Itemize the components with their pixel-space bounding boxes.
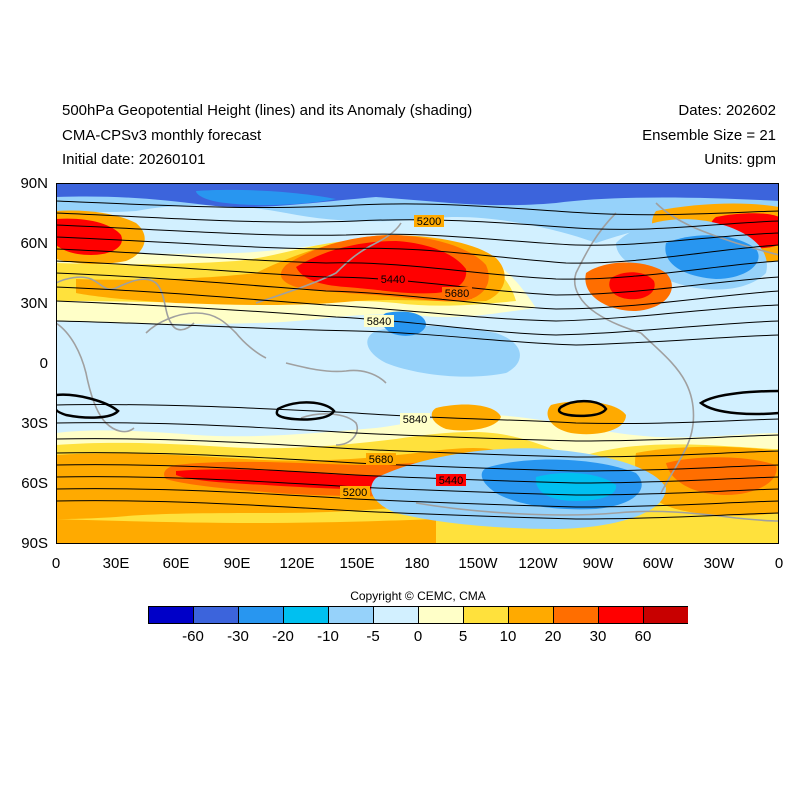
svg-text:5200: 5200: [417, 216, 441, 228]
contour-label-5200-south: 5200: [340, 486, 370, 499]
colorbar-cell: [508, 606, 554, 624]
colorbar-label: 20: [544, 628, 562, 645]
lon-label-150e: 150E: [339, 555, 375, 572]
lon-label-0-east: 0: [774, 555, 784, 572]
model-name: CMA-CPSv3 monthly forecast: [62, 127, 262, 144]
svg-text:5840: 5840: [367, 316, 391, 328]
colorbar-label: 30: [589, 628, 607, 645]
lon-label-150w: 150W: [458, 555, 498, 572]
lon-label-30e: 30E: [102, 555, 130, 572]
lon-label-120w: 120W: [518, 555, 558, 572]
colorbar-label: -60: [182, 628, 204, 645]
ensemble-size: Ensemble Size = 21: [642, 127, 776, 144]
lon-label-30w: 30W: [703, 555, 735, 572]
lon-label-90w: 90W: [582, 555, 614, 572]
contour-label-5200-north: 5200: [414, 215, 444, 228]
anomaly-antarctic-positive: [56, 519, 436, 544]
colorbar-cell: [328, 606, 374, 624]
map-title: 500hPa Geopotential Height (lines) and i…: [62, 102, 473, 119]
colorbar-cell: [193, 606, 239, 624]
lat-label-90s: 90S: [21, 535, 48, 552]
contour-label-5440-south: 5440: [436, 474, 466, 487]
lon-label-180: 180: [404, 555, 430, 572]
anomaly-pacific-high-core: [296, 241, 467, 294]
svg-text:5200: 5200: [343, 487, 367, 499]
svg-text:5680: 5680: [445, 288, 469, 300]
colorbar-cell: [418, 606, 464, 624]
lon-label-90e: 90E: [223, 555, 251, 572]
colorbar-label: 10: [499, 628, 517, 645]
lon-label-60w: 60W: [642, 555, 674, 572]
contour-label-5440-north: 5440: [378, 273, 408, 286]
units: Units: gpm: [704, 151, 776, 168]
lat-label-60n: 60N: [20, 235, 48, 252]
anomaly-south-atlantic-30: [666, 457, 777, 495]
svg-text:5440: 5440: [381, 274, 405, 286]
lat-label-30s: 30S: [21, 415, 48, 432]
anomaly-map: 5200 5440 5680 5840 5840 5680: [56, 183, 779, 544]
lon-label-0: 0: [51, 555, 61, 572]
anomaly-central-pacific-positive: [431, 404, 501, 431]
colorbar-cell: [148, 606, 194, 624]
contour-label-5840-north: 5840: [364, 315, 394, 328]
lat-label-30n: 30N: [20, 295, 48, 312]
lon-label-60e: 60E: [162, 555, 190, 572]
colorbar-cell: [553, 606, 599, 624]
coastlines: [56, 202, 779, 522]
svg-text:5440: 5440: [439, 475, 463, 487]
contour-label-5840-south: 5840: [400, 413, 430, 426]
colorbar-label: -30: [227, 628, 249, 645]
colorbar-label: -10: [317, 628, 339, 645]
colorbar-cell: [463, 606, 509, 624]
colorbar-cell: [373, 606, 419, 624]
colorbar-cell: [238, 606, 284, 624]
contour-label-5680-north: 5680: [442, 287, 472, 300]
anomaly-namerica-negative-core: [665, 235, 759, 279]
colorbar-label: -5: [366, 628, 380, 645]
forecast-dates: Dates: 202602: [678, 102, 776, 119]
initial-date: Initial date: 20260101: [62, 151, 206, 168]
lat-label-eq: 0: [39, 355, 48, 372]
colorbar-cell: [283, 606, 329, 624]
svg-text:5840: 5840: [403, 414, 427, 426]
lon-label-120e: 120E: [279, 555, 315, 572]
contour-label-5680-south: 5680: [366, 453, 396, 466]
map-border: [56, 183, 779, 544]
lat-label-60s: 60S: [21, 475, 48, 492]
anomaly-arctic-patch: [196, 189, 336, 206]
copyright: Copyright © CEMC, CMA: [350, 589, 486, 603]
lat-label-90n: 90N: [20, 175, 48, 192]
colorbar-label: -20: [272, 628, 294, 645]
colorbar-cell: [598, 606, 644, 624]
colorbar-label: 60: [634, 628, 652, 645]
colorbar-label: 0: [413, 628, 423, 645]
colorbar: [148, 606, 688, 624]
svg-text:5680: 5680: [369, 454, 393, 466]
subtropical-high-contours: [56, 389, 779, 421]
colorbar-label: 5: [458, 628, 468, 645]
colorbar-cell: [643, 606, 688, 624]
